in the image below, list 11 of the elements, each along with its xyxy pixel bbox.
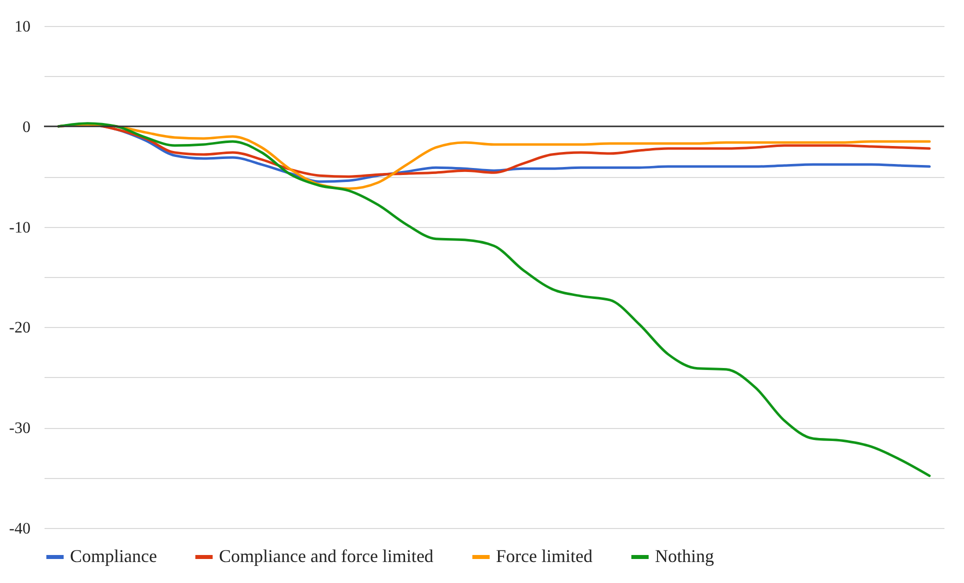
y-tick-label: -40 (9, 520, 30, 538)
legend-label: Force limited (496, 546, 592, 566)
legend-label: Nothing (655, 546, 714, 566)
y-tick-label: -20 (9, 320, 30, 337)
legend-label: Compliance and force limited (219, 546, 434, 566)
y-tick-label: -30 (9, 420, 30, 438)
legend-label: Compliance (70, 546, 157, 566)
y-tick-label: 10 (14, 18, 30, 36)
line-series (57, 122, 931, 478)
y-tick-label: 0 (22, 118, 30, 136)
y-tick-label: -10 (9, 219, 30, 236)
